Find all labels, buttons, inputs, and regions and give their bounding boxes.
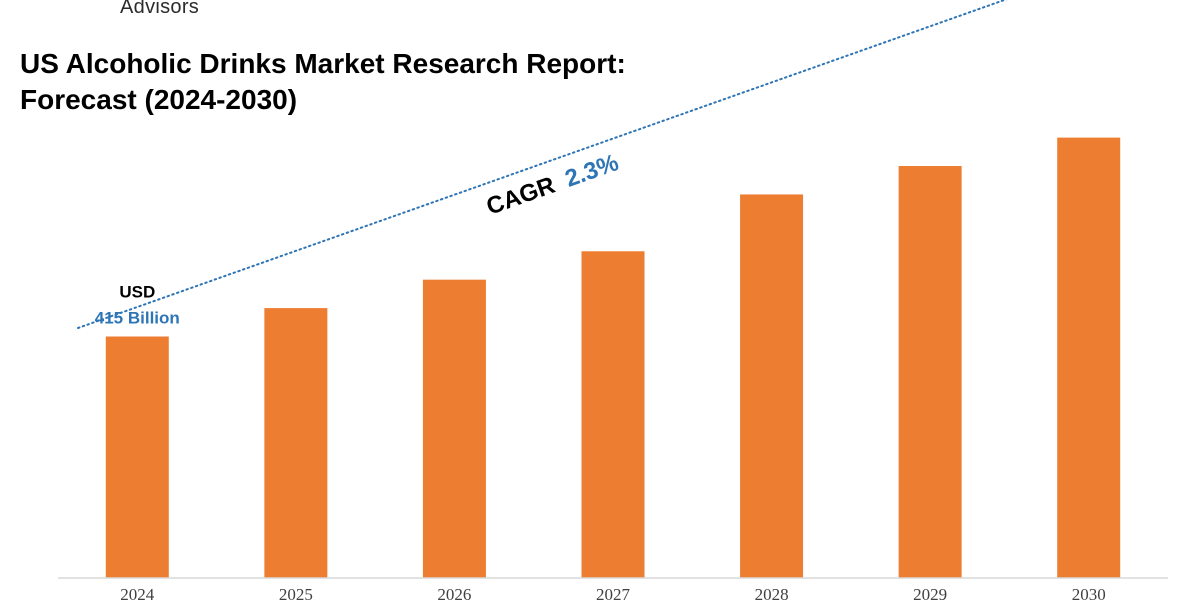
bar-2028 (740, 194, 804, 579)
bar-2029 (898, 166, 962, 578)
brand-text: Advisors (120, 0, 200, 18)
annotation-value-label: 415 Billion (95, 309, 180, 328)
bar-2027 (581, 251, 645, 578)
chart-title: US Alcoholic Drinks Market Research Repo… (20, 46, 626, 118)
cagr-value: 2.3% (562, 149, 623, 193)
bar-2024 (105, 336, 169, 578)
x-tick-label-2026: 2026 (437, 585, 471, 600)
bar-2030 (1057, 137, 1121, 578)
annotation-usd-label: USD (119, 283, 155, 302)
x-tick-label-2024: 2024 (120, 585, 155, 600)
cagr-label: CAGR (483, 172, 559, 221)
bar-series (105, 137, 1121, 579)
bar-2026 (422, 279, 486, 578)
bar-2025 (264, 308, 328, 578)
x-tick-label-2027: 2027 (596, 585, 631, 600)
x-tick-label-2029: 2029 (913, 585, 947, 600)
chart-title-line1: US Alcoholic Drinks Market Research Repo… (20, 48, 626, 79)
x-tick-label-2025: 2025 (279, 585, 313, 600)
cagr-annotation: CAGR 2.3% (483, 149, 622, 221)
x-tick-label-2028: 2028 (755, 585, 789, 600)
x-axis-ticks: 2024 2025 2026 2027 2028 2029 2030 (120, 585, 1105, 600)
trend-line (77, 0, 1008, 329)
x-tick-label-2030: 2030 (1072, 585, 1106, 600)
chart-title-line2: Forecast (2024-2030) (20, 84, 298, 115)
